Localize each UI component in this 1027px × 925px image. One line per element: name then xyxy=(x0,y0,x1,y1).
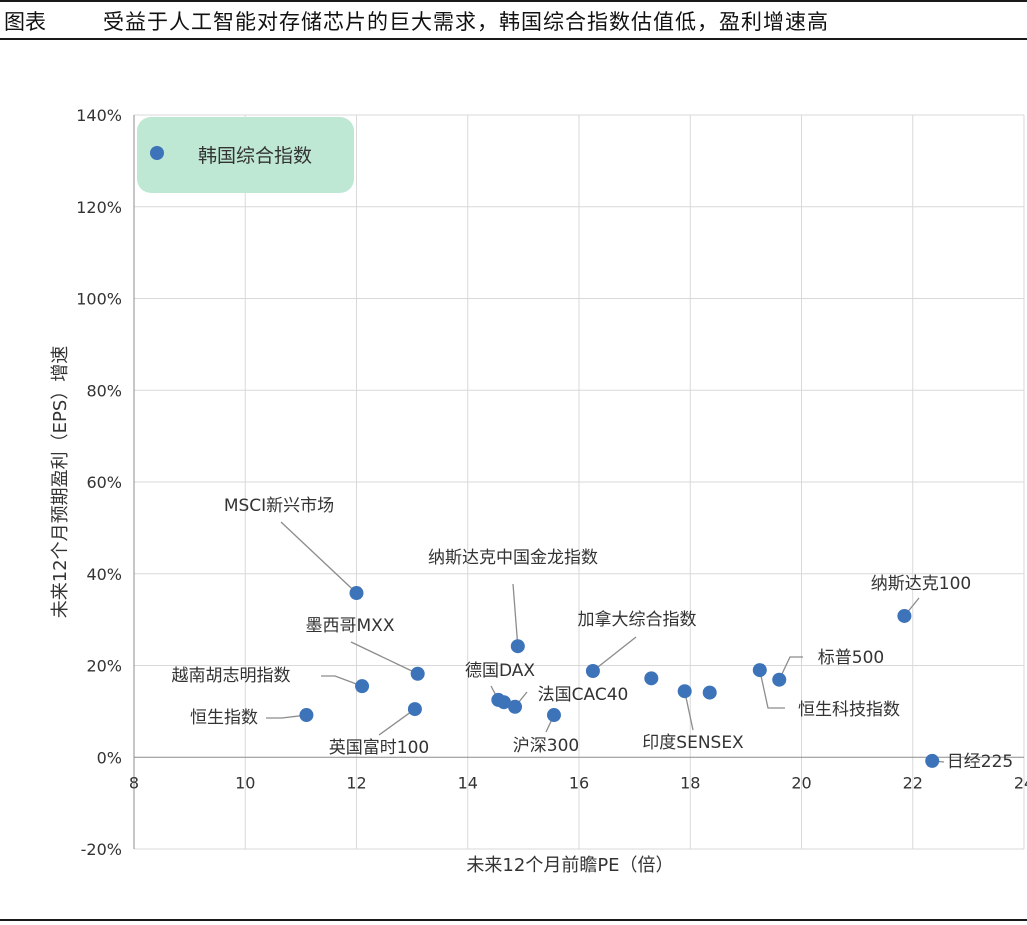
point-label: 墨西哥MXX xyxy=(306,616,395,636)
data-point xyxy=(299,708,314,723)
data-point xyxy=(546,708,561,723)
y-tick-label: -20% xyxy=(81,840,122,859)
data-points xyxy=(299,586,940,768)
leader-line xyxy=(759,669,785,709)
x-tick-label: 10 xyxy=(235,773,255,792)
x-axis-title: 未来12个月前瞻PE（倍） xyxy=(466,855,673,876)
y-tick-label: 120% xyxy=(76,198,122,217)
figure-label: 图表 xyxy=(4,10,46,34)
figure-title: 受益于人工智能对存储芯片的巨大需求，韩国综合指数估值低，盈利增速高 xyxy=(103,10,829,34)
data-point xyxy=(510,639,525,654)
header-top-rule xyxy=(0,0,1027,2)
point-label: 标普500 xyxy=(818,648,884,668)
leader-line xyxy=(266,714,307,719)
data-point xyxy=(585,664,600,679)
y-tick-label: 80% xyxy=(86,381,122,400)
point-label: 印度SENSEX xyxy=(642,733,744,753)
data-point xyxy=(496,695,511,710)
data-point xyxy=(752,663,767,678)
point-label: MSCI新兴市场 xyxy=(224,496,334,516)
legend-box xyxy=(137,117,354,193)
point-label: 沪深300 xyxy=(513,736,579,756)
data-point xyxy=(677,684,692,699)
y-tick-label: 20% xyxy=(86,657,122,676)
legend: 韩国综合指数 xyxy=(137,117,354,193)
x-tick-label: 12 xyxy=(346,773,366,792)
grid-lines xyxy=(134,114,1025,850)
leader-line xyxy=(280,521,357,594)
leader-line xyxy=(350,641,418,675)
axes xyxy=(133,115,1024,849)
data-point xyxy=(702,685,717,700)
leader-line xyxy=(321,675,363,687)
y-tick-label: 40% xyxy=(86,565,122,584)
point-label: 日经225 xyxy=(947,752,1013,772)
data-point xyxy=(772,672,787,687)
point-label: 越南胡志明指数 xyxy=(172,666,291,686)
x-tick-label: 14 xyxy=(458,773,478,792)
data-point xyxy=(897,608,912,623)
point-label: 恒生指数 xyxy=(190,708,258,728)
x-tick-label: 8 xyxy=(129,773,139,792)
x-tick-label: 20 xyxy=(791,773,811,792)
data-point xyxy=(925,753,940,768)
leader-line xyxy=(592,636,637,672)
leader-line xyxy=(378,708,416,736)
tick-labels: 8 10 12 14 16 18 20 22 24 -20% 0% 20% 40% 60% 80% 100% 1… xyxy=(76,106,1027,859)
point-label: 英国富时100 xyxy=(329,738,429,758)
data-point xyxy=(644,671,659,686)
header-bottom-rule xyxy=(0,38,1027,40)
y-axis-title: 未来12个月预期盈利（EPS）增速 xyxy=(50,346,71,619)
data-point xyxy=(508,699,523,714)
y-tick-label: 0% xyxy=(97,748,122,767)
leader-lines xyxy=(266,521,945,763)
legend-marker xyxy=(150,146,164,160)
x-tick-label: 16 xyxy=(569,773,589,792)
point-label: 恒生科技指数 xyxy=(798,700,900,720)
point-label: 德国DAX xyxy=(465,661,535,681)
leader-line xyxy=(778,656,803,680)
x-tick-label: 24 xyxy=(1014,773,1027,792)
point-label: 纳斯达克中国金龙指数 xyxy=(428,548,598,568)
y-tick-label: 140% xyxy=(76,106,122,125)
data-point xyxy=(407,702,422,717)
point-label: 法国CAC40 xyxy=(538,685,629,705)
y-tick-label: 100% xyxy=(76,290,122,309)
y-tick-label: 60% xyxy=(86,473,122,492)
point-label: 纳斯达克100 xyxy=(871,574,971,594)
data-point xyxy=(355,679,370,694)
x-tick-label: 22 xyxy=(903,773,923,792)
data-point xyxy=(349,586,364,601)
point-label: 加拿大综合指数 xyxy=(578,609,697,630)
data-point xyxy=(410,666,425,681)
legend-entry-label: 韩国综合指数 xyxy=(198,145,312,167)
x-tick-label: 18 xyxy=(680,773,700,792)
footer-rule xyxy=(0,919,1027,921)
leader-line xyxy=(512,583,519,647)
